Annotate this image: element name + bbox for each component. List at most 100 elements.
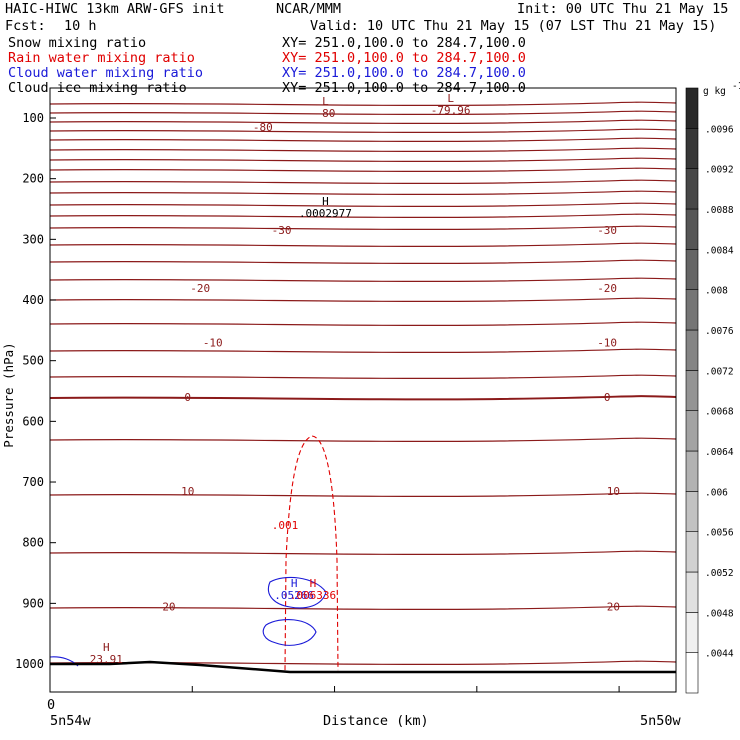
isotherm-line [49, 605, 677, 611]
y-tick-label: 200 [22, 172, 44, 186]
y-tick-label: 600 [22, 414, 44, 428]
isotherm-line [49, 147, 677, 153]
temperature-label: 0 [184, 391, 191, 404]
colorbar-level: .0096 [705, 124, 734, 135]
colorbar-swatch [685, 652, 699, 694]
colorbar-swatch [685, 249, 699, 290]
extremum-value: -80 [316, 107, 336, 120]
colorbar-swatch [685, 168, 699, 210]
cloud-water-contour [268, 576, 327, 609]
isotherm-line [49, 101, 677, 107]
center-label: NCAR/MMM [276, 1, 342, 17]
colorbar-swatch [685, 87, 699, 129]
isotherm-line [49, 157, 677, 163]
extremum-marker: H [310, 577, 317, 590]
temperature-label: -10 [597, 336, 617, 349]
rain-contour-label: .001 [272, 519, 299, 532]
extremum-value: .05266 [274, 589, 314, 602]
field-name-rain: Rain water mixing ratio [8, 50, 195, 66]
isotherm-line [49, 110, 677, 116]
colorbar-swatch [685, 289, 699, 331]
fcst-value: 10 h [64, 18, 97, 34]
init-time: Init: 00 UTC Thu 21 May 15 [517, 1, 729, 17]
temperature-label: 20 [162, 600, 175, 613]
isotherm-line [49, 277, 677, 283]
colorbar-level: .0076 [705, 326, 734, 337]
colorbar-level: .0084 [705, 245, 734, 256]
plot-frame [49, 87, 677, 693]
isotherm-line [49, 225, 677, 231]
extremum-value: .0002977 [299, 207, 352, 220]
extremum-value: 23.91 [90, 653, 123, 666]
y-tick-label: 800 [22, 536, 44, 550]
colorbar-unit: g kg [703, 86, 726, 97]
temperature-label: -10 [203, 336, 223, 349]
isotherm-line [49, 128, 677, 134]
temperature-label: -30 [272, 224, 292, 237]
colorbar-swatch [685, 410, 699, 452]
y-tick-label: 300 [22, 232, 44, 246]
colorbar: .0044 .0048 .0052 .0056 .006 .0064 .0068 .0072.… [685, 81, 740, 694]
colorbar-swatch [685, 208, 699, 250]
isotherm-line [49, 437, 677, 443]
y-tick-label: 1000 [15, 657, 44, 671]
model-title: HAIC-HIWC 13km ARW-GFS init [5, 1, 225, 17]
y-tick-label: 500 [22, 354, 44, 368]
colorbar-level: .0088 [705, 205, 734, 216]
extremum-value: .006336 [290, 589, 336, 602]
isotherm-line [49, 374, 677, 380]
contour-layer [49, 101, 677, 674]
extremum-marker: H [322, 195, 329, 208]
valid-time: Valid: 10 UTC Thu 21 May 15 (07 LST Thu … [310, 18, 717, 34]
isotherm-line [49, 137, 677, 143]
colorbar-level: .0044 [705, 649, 734, 660]
x-end-label: 5n50w [640, 713, 681, 729]
extremum-marker: H [291, 577, 298, 590]
colorbar-level: .0072 [705, 366, 734, 377]
extremum-marker: L [447, 92, 454, 105]
isotherm-line [49, 297, 677, 303]
x-ticks [191, 686, 620, 692]
terrain-line [50, 660, 676, 674]
y-tick-label: 400 [22, 293, 44, 307]
y-ticks: 100 200 300 400 500 600 700 800 900 1000 [15, 111, 56, 671]
y-tick-label: 100 [22, 111, 44, 125]
colorbar-level: .008 [705, 286, 728, 297]
isotherm-line [49, 190, 677, 196]
temperature-label: 10 [181, 485, 194, 498]
colorbar-level: .0092 [705, 165, 734, 176]
field-xy-cloud-water: XY= 251.0,100.0 to 284.7,100.0 [282, 65, 526, 81]
temperature-label: -20 [190, 282, 210, 295]
x-origin-label: 0 [47, 697, 56, 713]
isotherm-line [49, 492, 677, 498]
colorbar-swatch [685, 450, 699, 492]
field-xy-snow: XY= 251.0,100.0 to 284.7,100.0 [282, 35, 526, 51]
colorbar-level: .006 [705, 487, 728, 498]
colorbar-swatch [685, 491, 699, 532]
isotherm-line [49, 179, 677, 185]
colorbar-swatch [685, 571, 699, 613]
temperature-label: -30 [597, 224, 617, 237]
y-tick-label: 700 [22, 475, 44, 489]
rain-contour [284, 435, 339, 671]
colorbar-swatch [685, 128, 699, 169]
isotherm-line [49, 119, 677, 125]
x-start-label: 5n54w [50, 713, 91, 729]
colorbar-swatch [685, 370, 699, 411]
extremum-value: -79.96 [431, 104, 471, 117]
colorbar-swatch [685, 329, 699, 371]
extremum-marker: H [103, 641, 110, 654]
isotherm-line [49, 167, 677, 173]
temperature-label: 0 [604, 391, 611, 404]
x-axis-title: Distance (km) [323, 713, 429, 729]
colorbar-unit-exponent: -1 [732, 81, 740, 92]
isotherm-line [49, 259, 677, 265]
extremum-marker: L [322, 95, 329, 108]
colorbar-swatch [685, 612, 699, 653]
isotherm-line [49, 242, 677, 248]
cloud-water-contour [262, 619, 317, 646]
colorbar-level: .0064 [705, 447, 734, 458]
colorbar-swatch [685, 531, 699, 573]
fcst-label: Fcst: [5, 18, 46, 34]
